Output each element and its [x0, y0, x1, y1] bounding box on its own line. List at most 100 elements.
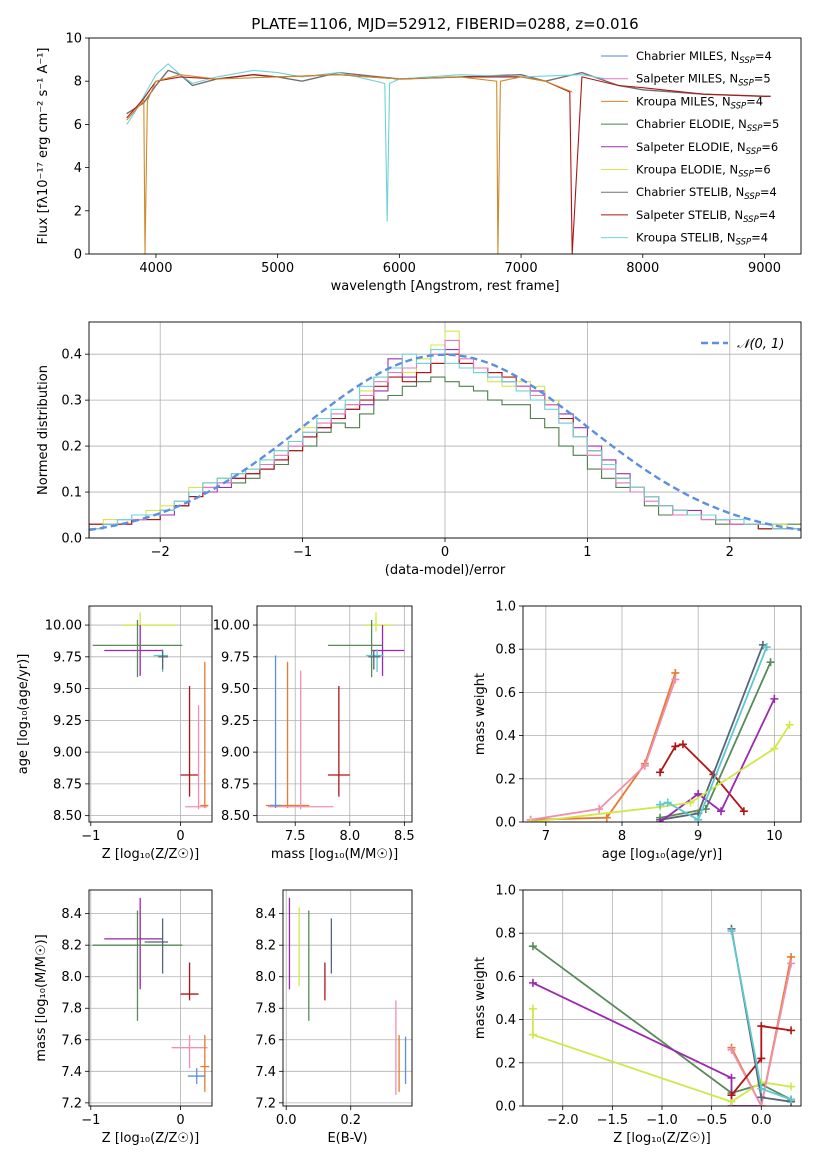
x-tick-label: 2	[726, 545, 734, 560]
weight-marker	[640, 761, 649, 770]
legend-label: Salpeter STELIB, NSSP=4	[636, 208, 776, 225]
weight-marker	[656, 818, 665, 822]
y-tick-label: 0.4	[495, 1013, 516, 1028]
x-tick-label: −1	[81, 829, 100, 844]
y-tick-label: 7.6	[255, 1033, 276, 1048]
legend-sub: SSP	[744, 192, 760, 202]
y-tick-label: 8.0	[255, 970, 276, 985]
x-tick-label: 7000	[505, 261, 538, 276]
legend-sub: SSP	[736, 238, 752, 248]
x-tick-label: 9000	[748, 261, 781, 276]
y-tick-label: 9.75	[53, 650, 82, 665]
weight-marker	[757, 1084, 766, 1093]
plot-area	[288, 897, 407, 1095]
legend-sub: SSP	[747, 124, 763, 134]
weight-line	[530, 679, 677, 821]
y-tick-label: 0.6	[495, 970, 516, 985]
y-axis-label: Normed distribution	[36, 365, 51, 495]
y-tick-label: 7.4	[61, 1065, 82, 1080]
x-axis-label: age [log₁₀(age/yr)]	[602, 847, 723, 862]
x-axis-label: (data-model)/error	[385, 563, 506, 578]
y-tick-label: 9.00	[221, 746, 250, 761]
legend-sub: SSP	[746, 147, 762, 157]
x-tick-label: −1.5	[597, 1113, 629, 1128]
axes-frame	[282, 889, 413, 1107]
y-tick-label: 7.4	[255, 1065, 276, 1080]
weight-vs-metallicity-panel: −2.0 −1.5 −1.0 −0.5 0.0 0.0 0.2 0.4 0.6 0.8 1.0 Z […	[473, 884, 802, 1146]
weight-line	[532, 982, 762, 1106]
x-tick-label: 8.5	[394, 829, 415, 844]
y-tick-label: 8.4	[255, 907, 276, 922]
y-tick-label: 10.00	[45, 619, 82, 634]
plot-area	[126, 63, 771, 254]
y-tick-label: 7.6	[61, 1033, 82, 1048]
y-tick-label: 6	[74, 118, 82, 133]
legend-label: Chabrier STELIB, NSSP=4	[636, 185, 777, 202]
legend-base: Salpeter ELODIE, N	[636, 140, 746, 154]
legend-label: Chabrier MILES, NSSP=4	[636, 49, 772, 66]
weight-marker	[757, 1054, 766, 1063]
x-tick-label: −2.0	[547, 1113, 579, 1128]
mass-vs-metallicity-panel: −1 0 7.2 7.4 7.6 7.8 8.0 8.2 8.4 Z [log₁₀(Z/Z☉)] m…	[34, 889, 213, 1146]
weight-marker	[727, 1091, 736, 1100]
weight-marker	[787, 959, 796, 968]
weight-marker	[727, 1045, 736, 1054]
legend-base: Kroupa ELODIE, N	[636, 163, 738, 177]
x-tick-label: 4000	[139, 261, 172, 276]
weight-line	[730, 963, 792, 1106]
x-tick-label: 6000	[383, 261, 416, 276]
legend-label: Salpeter ELODIE, NSSP=6	[636, 140, 778, 157]
age-vs-metallicity-panel: −1 0 8.50 8.75 9.00 9.25 9.50 9.75 10.00 Z [log₁₀…	[16, 605, 213, 862]
x-tick-label: −0.5	[696, 1113, 728, 1128]
y-tick-label: 9.50	[53, 682, 82, 697]
legend-tail: =4	[760, 185, 777, 199]
weight-marker	[602, 813, 611, 822]
age-vs-mass-panel: 7.5 8.0 8.5 8.50 8.75 9.00 9.25 9.50 9.75 10.00 ma…	[213, 605, 415, 862]
x-tick-label: 1	[583, 545, 591, 560]
y-tick-label: 9.00	[53, 746, 82, 761]
weight-line	[730, 1025, 792, 1096]
spectrum-panel: 4000 5000 6000 7000 8000 9000 0 2 4 6 8 10 wavelengt…	[36, 32, 802, 294]
weight-line	[659, 646, 768, 822]
x-axis-label: E(B-V)	[327, 1131, 367, 1146]
weight-marker	[656, 768, 665, 777]
weight-marker	[766, 658, 775, 667]
weight-marker	[787, 1082, 796, 1091]
y-tick-label: 0.2	[495, 772, 516, 787]
x-tick-label: −1.0	[646, 1113, 678, 1128]
legend-tail: =4	[755, 49, 772, 63]
spectrum-line	[126, 74, 573, 254]
x-axis-label: Z [log₁₀(Z/Z☉)]	[102, 847, 199, 862]
axes-frame	[88, 605, 213, 823]
x-tick-label: −1	[81, 1113, 100, 1128]
legend-tail: =4	[759, 208, 776, 222]
y-tick-label: 0	[74, 248, 82, 263]
y-tick-label: 1.0	[495, 600, 516, 615]
weight-line	[659, 698, 776, 822]
weight-marker	[757, 1093, 766, 1102]
y-tick-label: 8.0	[61, 970, 82, 985]
legend-label: Salpeter MILES, NSSP=5	[636, 72, 771, 89]
x-tick-label: 7	[542, 829, 550, 844]
y-tick-label: 8.75	[221, 777, 250, 792]
weight-marker	[528, 1004, 537, 1013]
figure-title: PLATE=1106, MJD=52912, FIBERID=0288, z=0…	[251, 15, 638, 33]
y-tick-label: 0.6	[495, 686, 516, 701]
spectrum-line	[126, 74, 771, 254]
y-tick-label: 8.4	[61, 907, 82, 922]
y-tick-label: 8.50	[53, 809, 82, 824]
y-tick-label: 1.0	[495, 884, 516, 899]
weight-marker	[686, 798, 695, 807]
x-tick-label: 0	[441, 545, 449, 560]
y-tick-label: 8.50	[221, 809, 250, 824]
x-tick-label: 0.0	[276, 1113, 297, 1128]
axes-frame	[88, 889, 213, 1107]
weight-marker	[671, 675, 680, 684]
x-axis-label: mass [log₁₀(M/M☉)]	[271, 847, 398, 862]
weight-marker	[526, 818, 535, 822]
axes-frame	[88, 321, 802, 539]
residuals-panel: −2 −1 0 1 2 0.0 0.1 0.2 0.3 0.4 (data-model)/error…	[36, 321, 802, 578]
y-tick-label: 0.0	[61, 532, 82, 547]
x-tick-label: 9	[694, 829, 702, 844]
